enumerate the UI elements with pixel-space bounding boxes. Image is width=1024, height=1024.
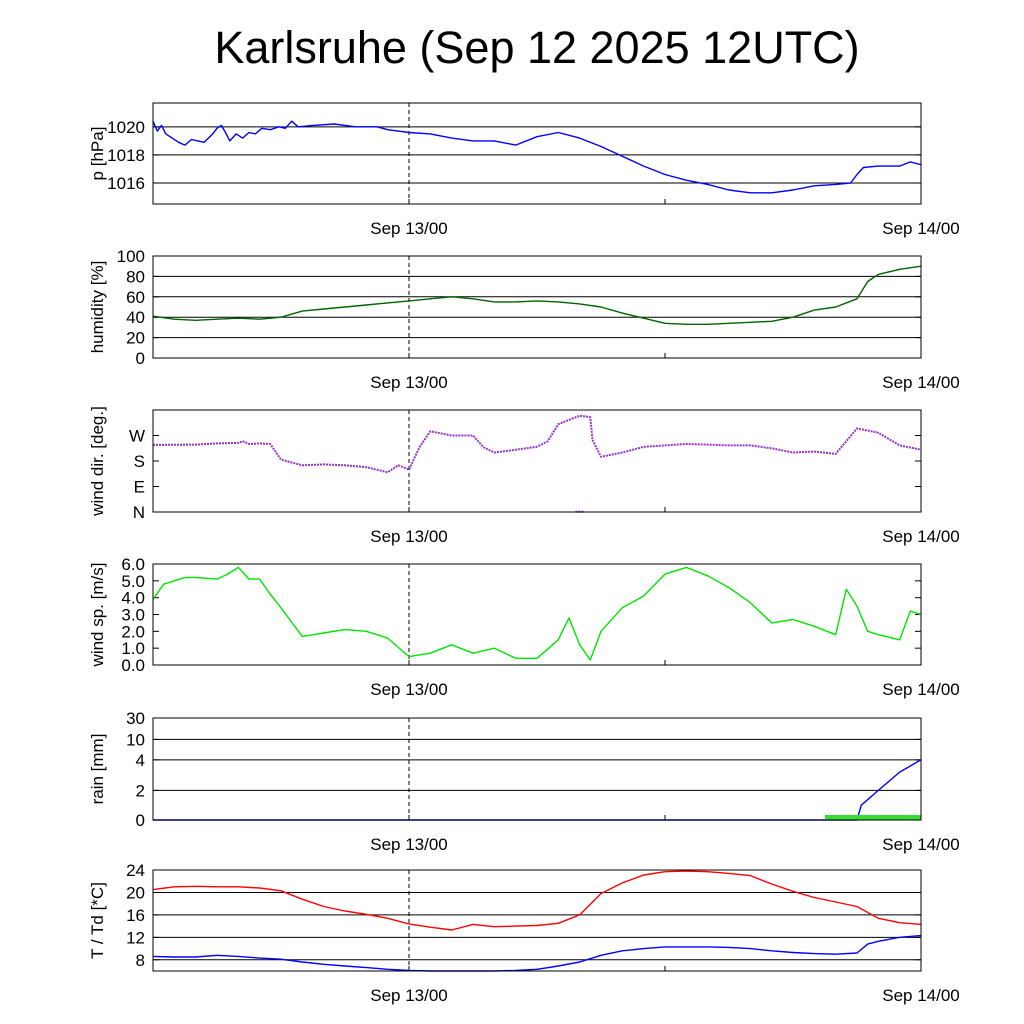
panel-4-ytick-label: 1.0 (121, 639, 145, 658)
panel-4-ylabel: wind sp. [m/s] (88, 563, 107, 668)
panel-4-xtick-label: Sep 14/00 (882, 680, 960, 699)
panel-1-ylabel: p [hPa] (88, 127, 107, 181)
panel-1-frame (152, 102, 922, 205)
panel-5-series-2 (825, 815, 921, 820)
panel-2-xtick-label: Sep 13/00 (370, 373, 448, 392)
panel-1-series-1 (152, 120, 922, 194)
panel-6-ytick-label: 16 (126, 906, 145, 925)
panel-4-ytick-label: 5.0 (121, 572, 145, 591)
panel-6-frame (152, 869, 922, 972)
panel-5-frame (152, 717, 922, 821)
panel-3-xtick-label: Sep 14/00 (882, 527, 960, 546)
panel-6-ylabel: T / Td [*C] (88, 882, 107, 959)
panel-5-series-1 (153, 759, 922, 821)
panel-1-xtick-label: Sep 13/00 (370, 219, 448, 238)
panel-6-xtick-label: Sep 13/00 (370, 986, 448, 1005)
page-title: Karlsruhe (Sep 12 2025 12UTC) (214, 22, 860, 73)
panel-3-xtick-label: Sep 13/00 (370, 527, 448, 546)
panel-4-frame (152, 563, 922, 666)
panel-4-series-1 (152, 566, 922, 661)
panel-2-series-1 (152, 265, 922, 325)
panel-3-ytick-label: W (129, 427, 145, 446)
panel-4-ytick-label: 0.0 (121, 656, 145, 675)
panel-6-ytick-label: 24 (126, 861, 145, 880)
panel-2-ytick-label: 100 (117, 247, 145, 266)
panel-6-ytick-label: 8 (136, 951, 145, 970)
panel-4-ytick-label: 6.0 (121, 555, 145, 574)
panel-5-ytick-label: 4 (136, 751, 145, 770)
panel-2-xtick-label: Sep 14/00 (882, 373, 960, 392)
panel-5-ylabel: rain [mm] (88, 734, 107, 805)
panel-4-xtick-label: Sep 13/00 (370, 680, 448, 699)
panel-4-ytick-label: 2.0 (121, 622, 145, 641)
panel-6-xtick-label: Sep 14/00 (882, 986, 960, 1005)
panel-2-frame (152, 255, 922, 359)
panel-3-ytick-label: E (134, 478, 145, 497)
panel-3-ylabel: wind dir. [deg.] (88, 406, 107, 517)
panel-3-frame (152, 409, 922, 513)
panel-5-xtick-label: Sep 14/00 (882, 835, 960, 854)
panel-6-series-2 (152, 934, 922, 972)
panel-6-ytick-label: 12 (126, 928, 145, 947)
panel-6-ytick-label: 20 (126, 883, 145, 902)
panel-6-series-1 (152, 870, 922, 931)
panel-3-ytick-label: S (134, 452, 145, 471)
panel-5-ytick-label: 30 (126, 709, 145, 728)
panel-5-xtick-label: Sep 13/00 (370, 835, 448, 854)
panel-2-ytick-label: 60 (126, 288, 145, 307)
panel-5-ytick-label: 0 (136, 811, 145, 830)
panel-3-series-1 (152, 414, 922, 474)
panel-5-ytick-label: 10 (126, 730, 145, 749)
panel-1-ytick-label: 1020 (107, 118, 145, 137)
panel-2-ytick-label: 40 (126, 308, 145, 327)
panel-2-ytick-label: 20 (126, 329, 145, 348)
panel-2-ylabel: humidity [%] (88, 261, 107, 354)
panel-2-ytick-label: 80 (126, 267, 145, 286)
panel-4-ytick-label: 4.0 (121, 589, 145, 608)
panel-1-xtick-label: Sep 14/00 (882, 219, 960, 238)
panel-1-ytick-label: 1016 (107, 174, 145, 193)
panel-3-ytick-label: N (133, 503, 145, 522)
panel-4-ytick-label: 3.0 (121, 606, 145, 625)
panel-5-ytick-label: 2 (136, 781, 145, 800)
panel-2-ytick-label: 0 (136, 349, 145, 368)
panel-1-ytick-label: 1018 (107, 146, 145, 165)
